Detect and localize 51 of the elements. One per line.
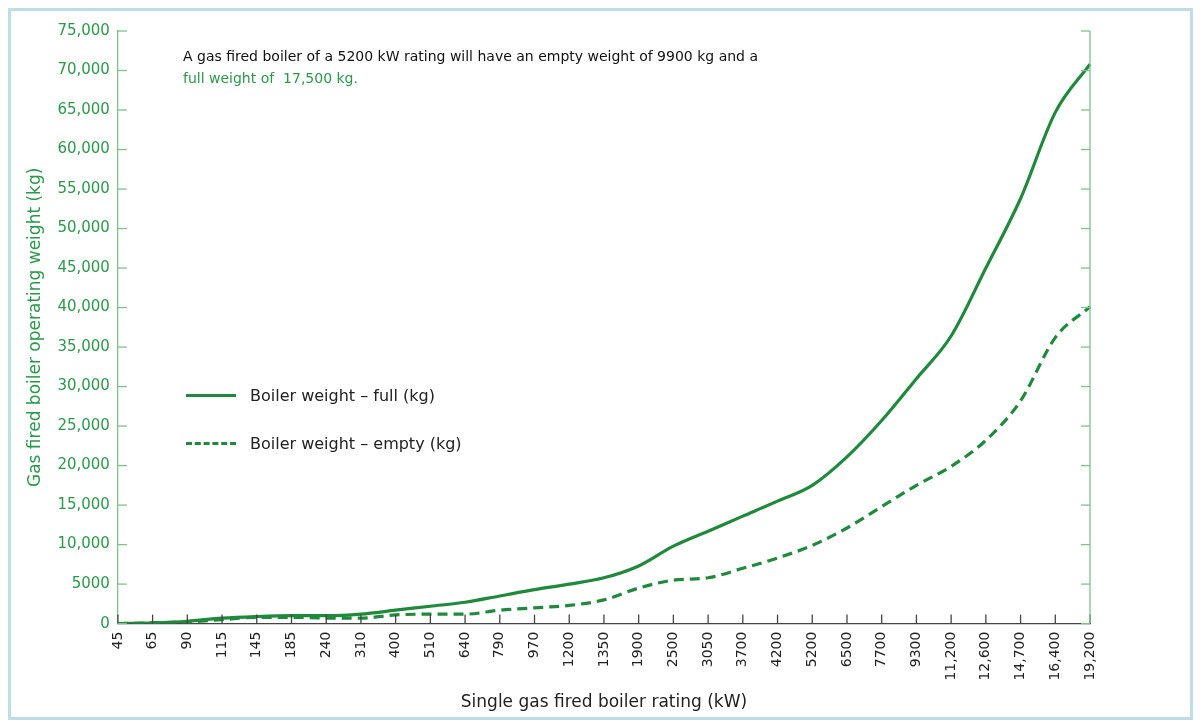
y-tick-label: 25,000 (57, 415, 110, 434)
x-tick-label: 4200 (768, 631, 785, 668)
y-tick-label: 65,000 (57, 99, 110, 118)
y-tick-label: 10,000 (57, 534, 110, 553)
y-tick-label: 45,000 (57, 257, 110, 276)
x-tick-label: 185 (282, 631, 299, 659)
x-tick-label: 2500 (664, 631, 681, 668)
x-axis-title: Single gas fired boiler rating (kW) (460, 691, 748, 712)
y-tick-label: 30,000 (57, 376, 110, 395)
x-tick-label: 1900 (629, 631, 646, 668)
x-tick-label: 310 (351, 631, 368, 659)
x-tick-label: 1200 (559, 631, 576, 668)
x-tick-label: 240 (316, 631, 333, 659)
y-tick-label: 15,000 (57, 494, 110, 513)
y-tick-label: 5000 (71, 574, 110, 592)
x-tick-label: 65 (143, 631, 160, 650)
x-tick-label: 7700 (872, 631, 889, 668)
x-tick-label: 1350 (594, 631, 611, 668)
annotation: A gas fired boiler of a 5200 kW rating will have an empty weight of 9900 kg and a (183, 47, 759, 66)
x-tick-label: 510 (420, 631, 437, 659)
y-tick-label: 60,000 (57, 139, 110, 158)
x-tick-label: 90 (177, 631, 194, 650)
x-tick-label: 6500 (837, 631, 854, 668)
x-tick-label: 790 (490, 631, 507, 659)
x-tick-label: 9300 (907, 631, 924, 668)
x-tick-label: 45 (108, 631, 125, 650)
x-tick-label: 3700 (733, 631, 750, 668)
x-tick-label: 640 (455, 631, 472, 659)
y-tick-label: 35,000 (57, 336, 110, 355)
y-tick-label: 55,000 (57, 178, 110, 197)
y-tick-label: 40,000 (57, 297, 110, 316)
y-tick-label: 50,000 (57, 218, 110, 237)
y-tick-label: 0 (100, 613, 110, 632)
x-tick-label: 12,600 (976, 631, 993, 681)
x-tick-label: 970 (525, 631, 542, 659)
y-tick-label: 20,000 (57, 455, 110, 474)
legend-label: Boiler weight – empty (kg) (250, 433, 462, 453)
x-tick-label: 14,700 (1011, 631, 1028, 681)
y-tick-label: 75,000 (57, 20, 110, 39)
x-tick-label: 3050 (698, 631, 715, 668)
x-tick-label: 19,200 (1080, 631, 1097, 681)
x-tick-label: 145 (247, 631, 264, 659)
y-axis-title: Gas fired boiler operating weight (kg) (23, 167, 44, 487)
x-tick-label: 400 (386, 631, 403, 659)
x-tick-label: 16,400 (1045, 631, 1062, 681)
x-tick-label: 11,200 (941, 631, 958, 681)
x-tick-label: 5200 (802, 631, 819, 668)
annotation: full weight of 17,500 kg. (183, 69, 359, 88)
legend-label: Boiler weight – full (kg) (250, 385, 435, 405)
x-tick-label: 115 (212, 631, 229, 659)
y-tick-label: 70,000 (57, 60, 110, 79)
